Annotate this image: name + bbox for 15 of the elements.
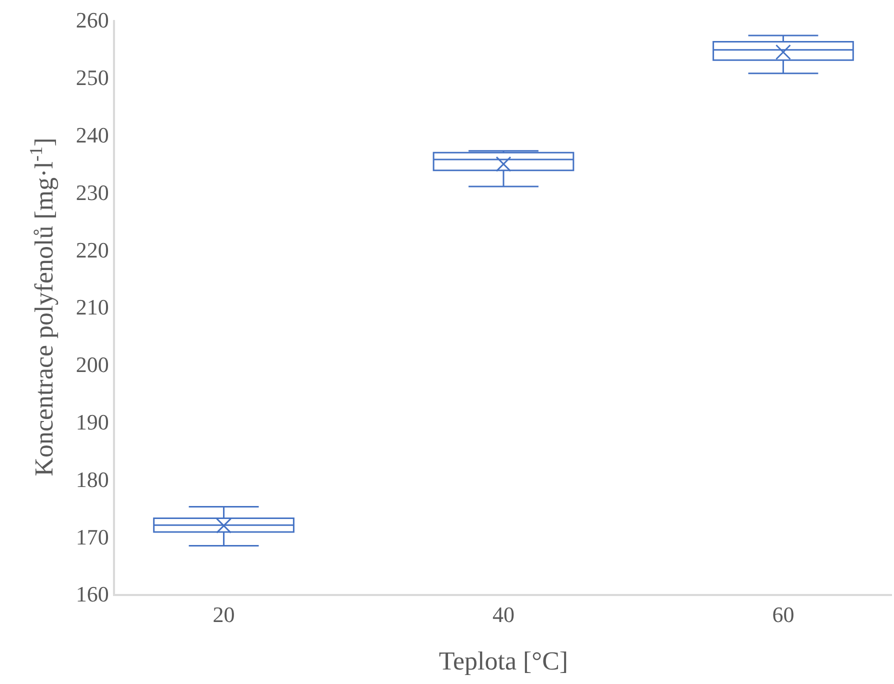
y-tick-label: 160	[76, 582, 109, 607]
x-tick-label: 20	[212, 602, 235, 628]
y-tick-label: 170	[76, 524, 109, 550]
x-tick-label: 60	[772, 602, 794, 628]
y-tick-label: 180	[76, 466, 109, 492]
x-tick-label: 40	[492, 602, 514, 628]
x-axis-title: Teplota [°C]	[438, 646, 568, 676]
y-tick-label: 260	[76, 8, 109, 33]
y-tick-label: 220	[76, 237, 109, 262]
y-tick-label: 210	[76, 294, 109, 320]
y-tick-label: 200	[76, 352, 109, 378]
y-tick-label: 230	[76, 180, 109, 205]
y-tick-label: 240	[76, 122, 109, 148]
y-tick-label: 190	[76, 410, 109, 434]
y-tick-label: 250	[76, 65, 109, 90]
